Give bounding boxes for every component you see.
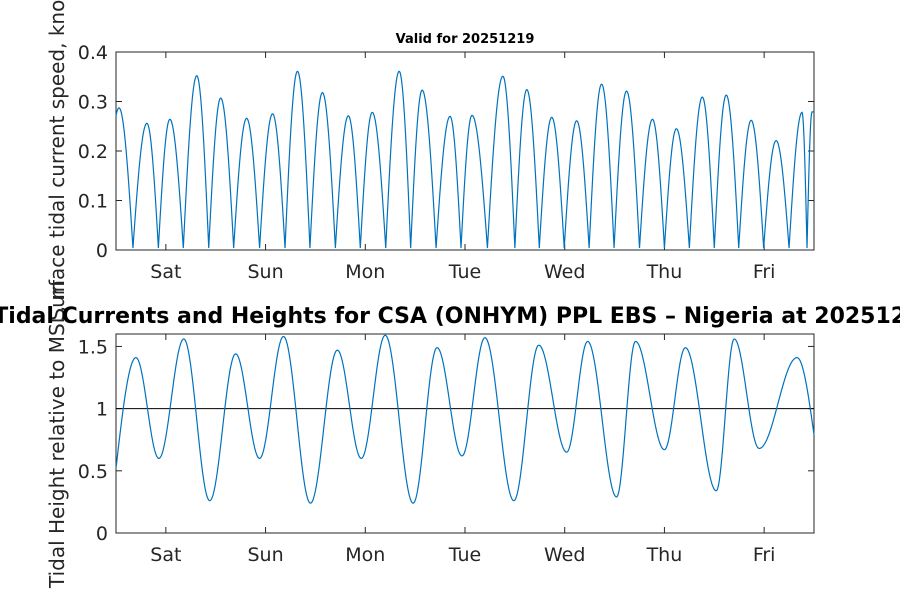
current-speed-chart-title: Valid for 20251219	[396, 32, 535, 47]
y-tick-label: 1	[96, 399, 108, 421]
x-tick-label: Fri	[753, 544, 776, 566]
x-tick-label: Wed	[544, 544, 585, 566]
x-tick-label: Fri	[753, 261, 776, 283]
current-speed-line	[115, 70, 814, 249]
x-tick-label: Thu	[646, 261, 683, 283]
y-tick-label: 0.3	[78, 92, 108, 114]
tidal-height-plot-area	[115, 333, 815, 534]
x-tick-label: Sun	[247, 544, 283, 566]
tidal-height-line	[115, 334, 815, 504]
y-tick-label: 1.5	[78, 336, 108, 358]
x-tick-label: Sat	[150, 544, 181, 566]
current-speed-chart: Valid for 20251219 0 0.1 0.2 0.3 0.4 Sat Sun M…	[45, 0, 815, 321]
x-tick-label: Tue	[448, 544, 481, 566]
x-tick-label: Wed	[544, 261, 585, 283]
x-tick-label: Mon	[345, 544, 385, 566]
y-tick-label: 0.4	[78, 42, 108, 64]
x-tick-label: Tue	[448, 261, 481, 283]
x-tick-label: Thu	[646, 544, 683, 566]
x-tick-label: Sat	[150, 261, 181, 283]
x-tick-label: Sun	[247, 261, 283, 283]
y-tick-label: 0.2	[78, 141, 108, 163]
y-tick-label: 0	[96, 523, 108, 545]
current-speed-y-axis-label: Surface tidal current speed, knots	[45, 0, 69, 321]
y-tick-label: 0	[96, 240, 108, 262]
y-tick-label: 0.1	[78, 191, 108, 213]
main-chart-title: Tidal Currents and Heights for CSA (ONHY…	[0, 304, 900, 329]
x-tick-label: Mon	[345, 261, 385, 283]
tidal-height-y-axis-label: Tidal Height relative to MSL, m	[45, 280, 69, 589]
tidal-height-chart: 0 0.5 1 1.5 Sat Sun Mon Tue Wed Thu Fri Tidal Hei…	[0, 280, 900, 589]
y-tick-label: 0.5	[78, 461, 108, 483]
